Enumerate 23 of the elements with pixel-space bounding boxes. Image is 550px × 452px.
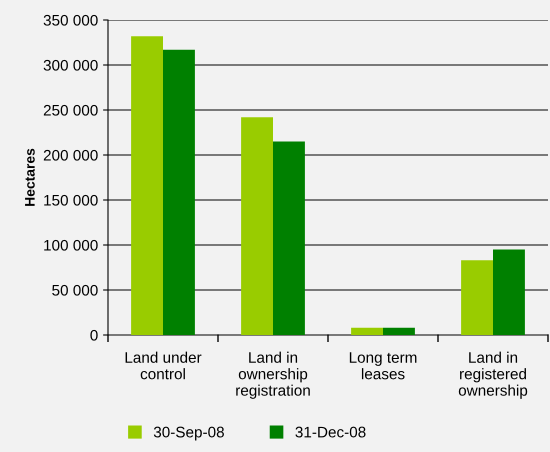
bar [273,142,305,335]
y-tick-label: 50 000 [52,284,98,296]
bar [461,260,493,335]
bar [241,117,273,335]
y-tick-label: 300 000 [44,60,98,71]
y-tick-label: 200 000 [44,150,98,161]
y-tick-label: 0 [90,330,98,341]
legend-label: 30-Sep-08 [154,426,224,441]
bar [351,328,383,335]
y-tick-label: 350 000 [44,14,98,26]
x-tick-label: Land in ownership registration [236,352,310,399]
legend-label: 31-Dec-08 [295,426,366,438]
y-tick-label: 250 000 [44,104,98,116]
x-tick-label: Long term leases [350,352,416,380]
x-tick-label: Land in registered ownership [458,352,528,399]
bar [493,250,525,335]
y-tick-label: 150 000 [44,194,98,206]
x-tick-label: Land under control [126,352,202,380]
bar [383,328,415,335]
bar [163,50,195,335]
y-tick-label: 100 000 [44,240,98,251]
y-axis-title: Hectares [25,148,35,206]
bar [131,36,163,335]
